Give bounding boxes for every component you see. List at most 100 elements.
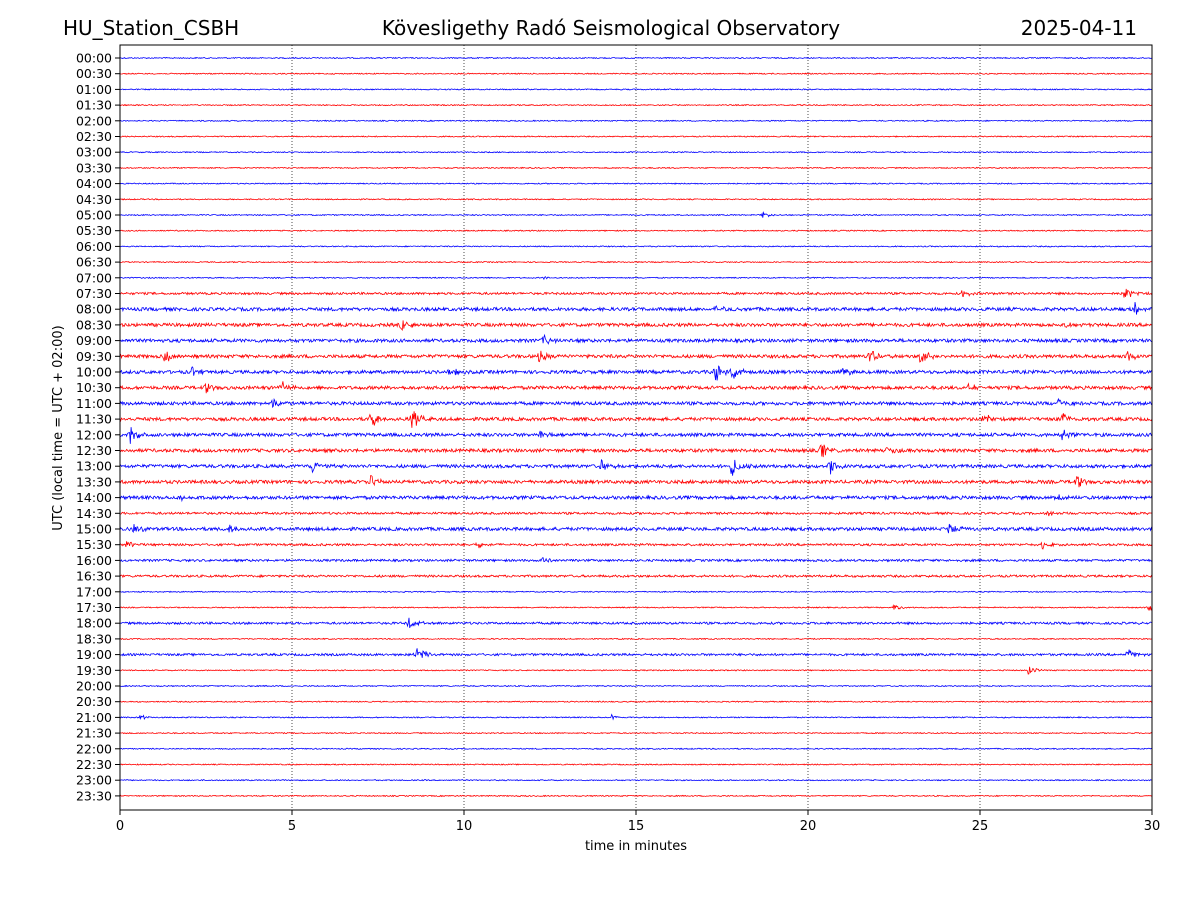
trace-0830 xyxy=(119,320,1153,332)
trace-2330 xyxy=(119,794,1153,798)
trace-1230 xyxy=(119,444,1153,458)
y-tick-label: 17:00 xyxy=(76,584,112,599)
y-tick-label: 01:30 xyxy=(76,98,112,113)
trace-0300 xyxy=(119,151,1153,154)
y-tick-label: 19:00 xyxy=(76,647,112,662)
x-tick-label: 10 xyxy=(456,819,473,834)
trace-1430 xyxy=(119,510,1153,517)
y-tick-label: 20:30 xyxy=(76,694,112,709)
trace-1500 xyxy=(119,523,1153,534)
y-tick-label: 10:30 xyxy=(76,380,112,395)
x-tick-label: 5 xyxy=(288,819,296,834)
trace-1700 xyxy=(119,590,1153,593)
trace-0230 xyxy=(119,135,1153,138)
trace-0730 xyxy=(119,288,1153,298)
trace-1630 xyxy=(119,573,1153,579)
trace-0430 xyxy=(119,198,1153,201)
y-tick-label: 05:30 xyxy=(76,223,112,238)
trace-0100 xyxy=(119,88,1153,91)
x-axis-label: time in minutes xyxy=(585,839,687,854)
trace-2230 xyxy=(119,763,1153,766)
y-tick-label: 04:00 xyxy=(76,176,112,191)
trace-1930 xyxy=(120,666,1153,675)
trace-1400 xyxy=(119,494,1153,503)
trace-2000 xyxy=(120,684,1153,688)
y-tick-label: 06:30 xyxy=(76,255,112,270)
trace-1000 xyxy=(119,365,1153,381)
x-tick-label: 30 xyxy=(1144,819,1161,834)
y-tick-label: 16:30 xyxy=(76,569,112,584)
y-tick-label: 14:30 xyxy=(76,506,112,521)
y-tick-label: 10:00 xyxy=(76,365,112,380)
trace-0800 xyxy=(119,302,1153,315)
trace-2130 xyxy=(119,731,1153,735)
y-tick-label: 11:30 xyxy=(76,412,112,427)
y-tick-label: 22:00 xyxy=(76,741,112,756)
y-tick-label: 00:00 xyxy=(76,51,112,66)
y-tick-label: 04:30 xyxy=(76,192,112,207)
y-tick-label: 02:30 xyxy=(76,129,112,144)
y-tick-label: 09:30 xyxy=(76,349,112,364)
y-tick-label: 19:30 xyxy=(76,663,112,678)
y-tick-label: 21:00 xyxy=(76,710,112,725)
y-tick-label: 09:00 xyxy=(76,333,112,348)
trace-0030 xyxy=(119,72,1153,75)
trace-0630 xyxy=(120,260,1153,264)
y-tick-label: 07:00 xyxy=(76,270,112,285)
trace-0200 xyxy=(119,119,1153,122)
y-tick-label: 15:00 xyxy=(76,522,112,537)
trace-1300 xyxy=(119,458,1153,476)
y-tick-label: 14:00 xyxy=(76,490,112,505)
trace-1530 xyxy=(119,541,1153,550)
y-tick-label: 15:30 xyxy=(76,537,112,552)
observatory-title: Kövesligethy Radó Seismological Observat… xyxy=(382,16,840,40)
y-tick-label: 23:30 xyxy=(76,788,112,803)
trace-1200 xyxy=(119,427,1153,444)
trace-0530 xyxy=(119,229,1153,232)
x-tick-label: 0 xyxy=(116,819,124,834)
x-tick-label: 15 xyxy=(628,819,645,834)
trace-0900 xyxy=(119,333,1153,345)
trace-2030 xyxy=(119,700,1153,703)
trace-0330 xyxy=(119,166,1153,170)
y-tick-label: 07:30 xyxy=(76,286,112,301)
y-tick-labels: 00:0000:3001:0001:3002:0002:3003:0003:30… xyxy=(76,51,120,803)
y-tick-label: 03:30 xyxy=(76,160,112,175)
y-tick-label: 21:30 xyxy=(76,726,112,741)
trace-1800 xyxy=(119,617,1153,628)
trace-0600 xyxy=(119,245,1153,248)
trace-1900 xyxy=(119,648,1152,658)
y-tick-label: 17:30 xyxy=(76,600,112,615)
y-tick-label: 23:00 xyxy=(76,773,112,788)
y-tick-label: 11:00 xyxy=(76,396,112,411)
date-title: 2025-04-11 xyxy=(1021,16,1137,40)
trace-1830 xyxy=(119,637,1153,641)
trace-0400 xyxy=(119,182,1153,185)
y-tick-label: 08:30 xyxy=(76,317,112,332)
seismic-traces xyxy=(119,56,1153,798)
trace-1730 xyxy=(119,603,1153,611)
station-title: HU_Station_CSBH xyxy=(63,16,239,40)
trace-2100 xyxy=(119,713,1153,721)
trace-0000 xyxy=(119,56,1152,60)
y-tick-label: 02:00 xyxy=(76,113,112,128)
y-tick-label: 12:00 xyxy=(76,427,112,442)
trace-0130 xyxy=(119,103,1153,107)
trace-1130 xyxy=(119,411,1153,428)
y-tick-label: 18:00 xyxy=(76,616,112,631)
trace-0930 xyxy=(119,350,1153,363)
trace-0700 xyxy=(119,275,1152,281)
x-axis-ticks: 0 5 10 15 20 25 30 xyxy=(116,810,1160,834)
trace-2200 xyxy=(119,747,1152,750)
trace-1030 xyxy=(119,381,1153,394)
y-axis-label: UTC (local time = UTC + 02:00) xyxy=(51,325,66,530)
y-tick-label: 20:00 xyxy=(76,679,112,694)
y-tick-label: 12:30 xyxy=(76,443,112,458)
trace-1100 xyxy=(119,397,1153,409)
x-tick-label: 25 xyxy=(972,819,989,834)
y-tick-label: 22:30 xyxy=(76,757,112,772)
y-tick-label: 03:00 xyxy=(76,145,112,160)
trace-1600 xyxy=(119,557,1153,563)
